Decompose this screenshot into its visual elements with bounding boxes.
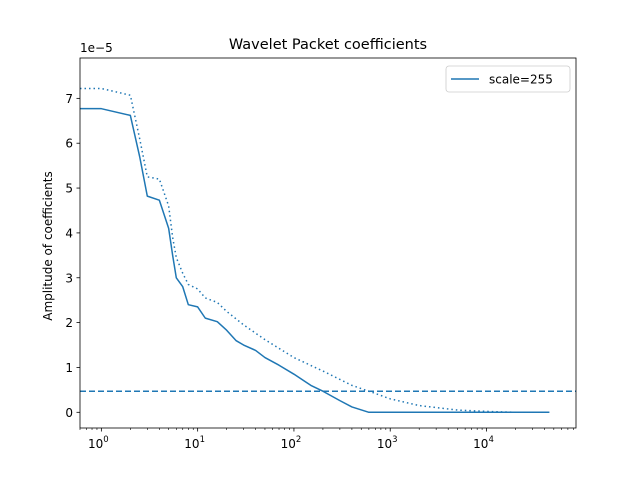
series-line-solid	[80, 107, 550, 414]
x-tick-base: 10	[281, 437, 296, 451]
y-tick-label: 3	[65, 271, 73, 285]
y-multiplier-label: 1e−5	[80, 41, 113, 55]
y-tick-label: 2	[65, 316, 73, 330]
x-tick-exponent: 2	[296, 435, 301, 445]
x-tick-label: 103	[377, 435, 398, 451]
x-tick-label: 101	[184, 435, 205, 451]
x-tick-exponent: 4	[488, 435, 493, 445]
x-tick-base: 10	[473, 437, 488, 451]
x-tick-label: 100	[88, 435, 109, 451]
x-tick-label: 104	[473, 435, 494, 451]
y-tick-label: 6	[65, 137, 73, 151]
x-tick-base: 10	[184, 437, 199, 451]
y-tick-label: 5	[65, 182, 73, 196]
x-tick-base: 10	[88, 437, 103, 451]
legend-label: scale=255	[489, 73, 553, 87]
chart-title: Wavelet Packet coefficients	[229, 37, 427, 53]
x-tick-label: 102	[281, 435, 302, 451]
y-tick-label: 1	[65, 361, 73, 375]
y-axis-ticks: 0 1 2 3 4 5 6 7	[65, 92, 80, 420]
x-tick-exponent: 3	[392, 435, 397, 445]
x-tick-exponent: 1	[200, 435, 205, 445]
y-tick-label: 0	[65, 406, 73, 420]
legend: scale=255	[445, 65, 571, 93]
plot-series	[80, 87, 576, 414]
legend-box	[445, 65, 571, 93]
x-tick-exponent: 0	[103, 435, 108, 445]
y-axis-label: Amplitude of coefficients	[41, 171, 55, 321]
y-tick-label: 7	[65, 92, 73, 106]
plot-frame	[79, 57, 577, 429]
y-tick-label: 4	[65, 226, 73, 240]
x-tick-base: 10	[377, 437, 392, 451]
